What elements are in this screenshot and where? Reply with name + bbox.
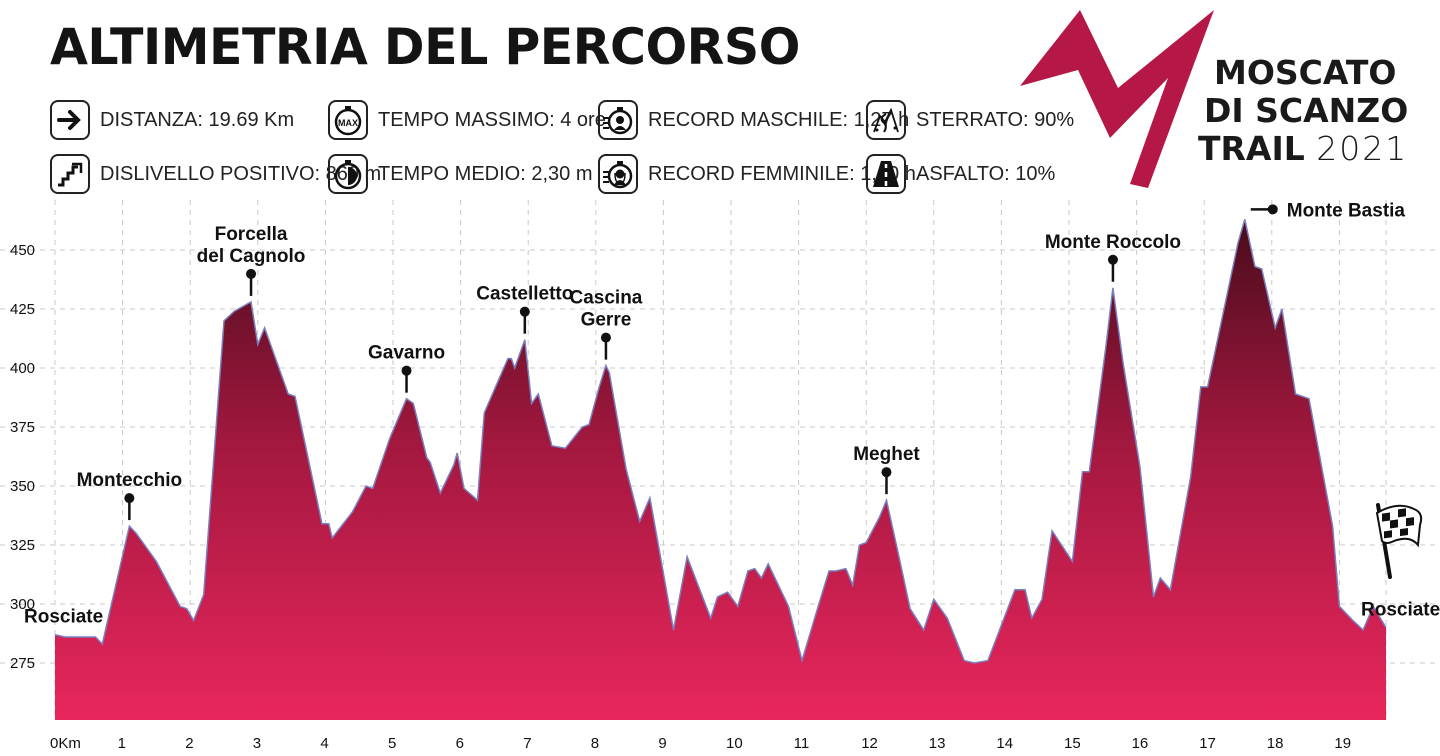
peak-annotation: Castelletto xyxy=(476,284,573,334)
male-runner-stopwatch-icon xyxy=(598,100,638,140)
y-tick-label: 275 xyxy=(10,655,35,672)
stat-female-record-label: RECORD FEMMINILE: 1,40 h xyxy=(648,162,916,185)
x-tick-label: 2 xyxy=(185,735,193,752)
peak-pin-head xyxy=(1107,254,1118,265)
stat-max-time-label: TEMPO MASSIMO: 4 ore xyxy=(378,108,606,131)
peak-pin-head xyxy=(519,306,530,317)
y-tick-label: 325 xyxy=(10,537,35,554)
x-tick-label: 5 xyxy=(388,735,396,752)
stat-elevation-gain-label: DISLIVELLO POSITIVO: 860 m xyxy=(100,162,382,185)
stat-male-record: RECORD MASCHILE: 1,27 h xyxy=(598,100,909,140)
stat-asphalt-label: ASFALTO: 10% xyxy=(916,162,1056,185)
peak-label: Forcella xyxy=(215,224,288,245)
x-tick-label: 17 xyxy=(1199,735,1216,752)
peak-pin-head xyxy=(124,493,135,504)
x-tick-label: 6 xyxy=(456,735,464,752)
arrow-right-icon xyxy=(50,100,90,140)
peak-annotation: Monte Roccolo xyxy=(1045,232,1181,282)
svg-text:MAX: MAX xyxy=(338,118,358,128)
x-tick-label: 8 xyxy=(591,735,599,752)
peak-annotation: Rosciate xyxy=(1361,600,1440,621)
peak-annotation: Rosciate xyxy=(24,607,103,628)
peak-pin-head xyxy=(600,332,611,343)
x-tick-label: 19 xyxy=(1334,735,1351,752)
peak-pin-head xyxy=(401,365,412,376)
peak-label: del Cagnolo xyxy=(197,246,306,267)
stat-dirt: STERRATO: 90% xyxy=(866,100,1074,140)
peak-label: Monte Bastia xyxy=(1287,200,1406,221)
peak-pin-head xyxy=(1267,204,1278,215)
stairs-icon xyxy=(50,154,90,194)
peak-pin-head xyxy=(246,268,257,279)
elevation-area xyxy=(55,219,1387,721)
elevation-line xyxy=(54,219,1387,664)
x-tick-label: 18 xyxy=(1267,735,1284,752)
x-tick-label: 4 xyxy=(320,735,328,752)
x-tick-label: 0Km xyxy=(50,735,81,752)
x-tick-label: 16 xyxy=(1132,735,1149,752)
peak-pin-head xyxy=(881,467,892,478)
x-tick-label: 3 xyxy=(253,735,261,752)
x-tick-label: 14 xyxy=(996,735,1013,752)
stopwatch-max-icon: MAX xyxy=(328,100,368,140)
finish-flag-icon xyxy=(1375,503,1423,579)
stat-max-time: MAX TEMPO MASSIMO: 4 ore xyxy=(328,100,606,140)
x-tick-label: 1 xyxy=(118,735,126,752)
trail-icon xyxy=(866,100,906,140)
peak-label: Gavarno xyxy=(368,343,445,364)
peak-label: Montecchio xyxy=(77,470,183,491)
stat-distance-label: DISTANZA: 19.69 Km xyxy=(100,108,295,131)
stat-average-time-label: TEMPO MEDIO: 2,30 m xyxy=(378,162,593,185)
stat-average-time: TEMPO MEDIO: 2,30 m xyxy=(328,154,592,194)
logo-year: 2021 xyxy=(1316,129,1409,168)
y-tick-label: 450 xyxy=(10,242,35,259)
x-tick-label: 7 xyxy=(523,735,531,752)
y-axis-ticks: 275 300 325 350 375 400 425 450 xyxy=(10,242,35,672)
stat-male-record-label: RECORD MASCHILE: 1,27 h xyxy=(648,108,910,131)
peak-label: Castelletto xyxy=(476,284,573,305)
x-tick-label: 15 xyxy=(1064,735,1081,752)
peak-annotation: Meghet xyxy=(853,444,920,495)
y-tick-label: 425 xyxy=(10,301,35,318)
y-tick-label: 400 xyxy=(10,360,35,377)
peak-label: Meghet xyxy=(853,444,920,465)
peak-label: Cascina xyxy=(570,288,643,309)
x-tick-label: 9 xyxy=(658,735,666,752)
y-tick-label: 350 xyxy=(10,478,35,495)
female-runner-stopwatch-icon xyxy=(598,154,638,194)
peak-annotation: Montecchio xyxy=(77,470,183,521)
stopwatch-icon xyxy=(328,154,368,194)
peak-annotation: Monte Bastia xyxy=(1250,200,1406,221)
logo-line-3: TRAIL 2021 xyxy=(1198,132,1408,165)
stat-distance: DISTANZA: 19.69 Km xyxy=(50,100,294,140)
x-tick-label: 10 xyxy=(726,735,743,752)
stat-asphalt: ASFALTO: 10% xyxy=(866,154,1055,194)
peak-label: Rosciate xyxy=(1361,600,1440,621)
logo-line-1: MOSCATO xyxy=(1214,53,1397,92)
page-title: ALTIMETRIA DEL PERCORSO xyxy=(50,18,800,76)
y-tick-label: 300 xyxy=(10,596,35,613)
y-tick-label: 375 xyxy=(10,419,35,436)
peak-label: Monte Roccolo xyxy=(1045,232,1181,253)
x-tick-label: 11 xyxy=(794,735,810,752)
logo-trail: TRAIL xyxy=(1198,129,1305,168)
peak-annotation: Gavarno xyxy=(368,343,445,393)
event-logo: MOSCATO DI SCANZO TRAIL 2021 xyxy=(1018,8,1428,193)
peak-label: Rosciate xyxy=(24,607,103,628)
road-icon xyxy=(866,154,906,194)
stat-elevation-gain: DISLIVELLO POSITIVO: 860 m xyxy=(50,154,381,194)
x-axis-ticks: 0Km 1 2 3 4 5 6 7 8 9 10 11 12 13 14 15 16 17 18 19 xyxy=(50,735,1351,752)
stat-female-record: RECORD FEMMINILE: 1,40 h xyxy=(598,154,916,194)
logo-m-mark xyxy=(1020,10,1214,188)
stat-dirt-label: STERRATO: 90% xyxy=(916,108,1075,131)
peak-label: Gerre xyxy=(581,310,632,331)
logo-line-2: DI SCANZO xyxy=(1204,91,1409,130)
x-tick-label: 13 xyxy=(929,735,946,752)
x-tick-label: 12 xyxy=(861,735,878,752)
